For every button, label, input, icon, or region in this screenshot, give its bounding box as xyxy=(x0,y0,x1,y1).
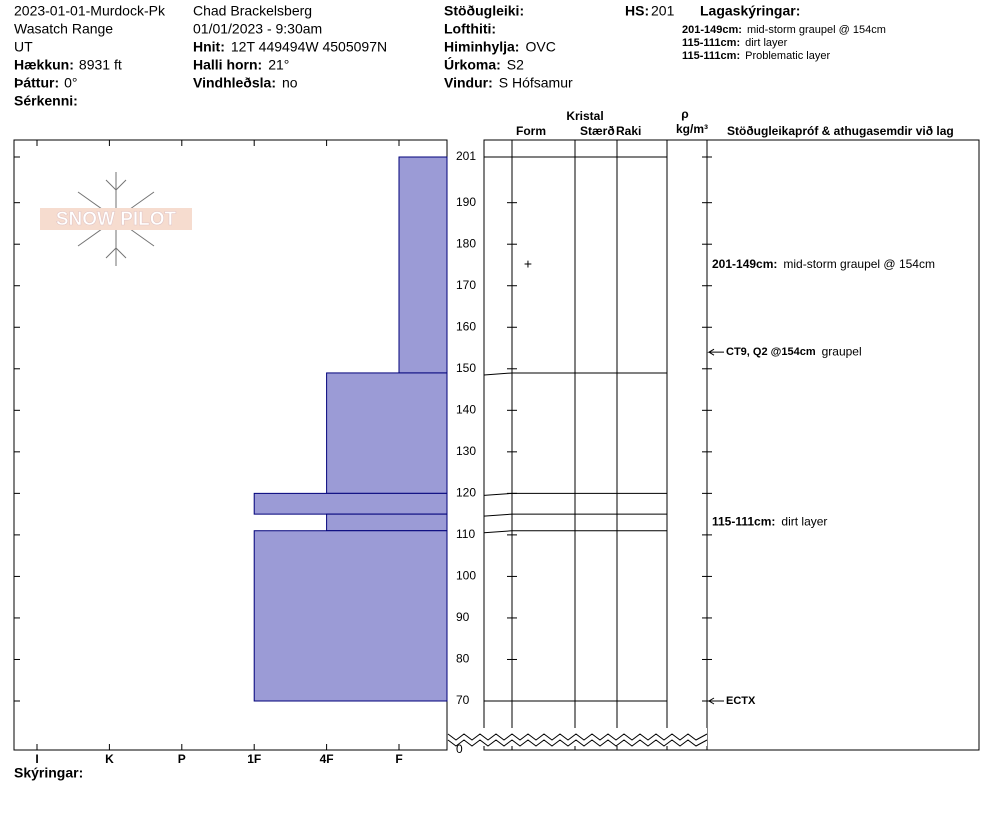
test-arrow xyxy=(707,348,724,356)
field-value: 8931 ft xyxy=(79,57,122,73)
y-tick-label: 70 xyxy=(456,693,470,707)
field-value: 0° xyxy=(64,75,77,91)
field-value: S Hófsamur xyxy=(499,75,573,91)
x-tick-label: I xyxy=(35,752,38,766)
comment-text: dirt layer xyxy=(781,515,827,529)
test-label: CT9, Q2 @154cm xyxy=(726,346,816,358)
hardness-layer xyxy=(326,372,448,494)
legend-text: mid-storm graupel @ 154cm xyxy=(747,24,886,36)
axis-break xyxy=(447,733,708,741)
column-header: Stærð xyxy=(580,124,615,138)
field-label: Hnit: xyxy=(193,39,225,55)
y-tick-label: 100 xyxy=(456,569,476,583)
comment-range: 115-111cm: xyxy=(712,515,775,529)
hardness-layer xyxy=(253,530,448,702)
comment-text: mid-storm graupel @ 154cm xyxy=(783,257,935,271)
x-tick-label: F xyxy=(395,752,402,766)
layer-connector xyxy=(483,492,513,496)
column-header: Raki xyxy=(616,124,641,138)
layer-connector xyxy=(483,372,513,376)
hs-label: HS: xyxy=(625,3,649,19)
observer: Chad Brackelsberg xyxy=(193,3,312,19)
legend-range: 115-111cm: xyxy=(682,37,740,49)
layer-connector xyxy=(483,513,513,517)
field-label: Sérkenni: xyxy=(14,93,78,109)
legend-text: dirt layer xyxy=(745,37,788,49)
y-tick-label: 201 xyxy=(456,149,476,163)
hs-value: 201 xyxy=(651,3,675,19)
y-tick-label: 180 xyxy=(456,236,476,250)
footer-label: Skýringar: xyxy=(14,765,83,781)
hardness-layer xyxy=(253,492,448,515)
y-tick-label: 160 xyxy=(456,319,476,333)
y-tick-label: 170 xyxy=(456,278,476,292)
field-label: Vindur: xyxy=(444,75,493,91)
legend-range: 201-149cm: xyxy=(682,24,742,36)
test-arrow xyxy=(707,697,724,705)
column-header: ρ xyxy=(681,107,688,121)
y-tick-label: 0 xyxy=(456,742,463,756)
legend-title: Lagaskýringar: xyxy=(700,3,800,19)
y-tick-label: 130 xyxy=(456,444,476,458)
x-tick-label: K xyxy=(105,752,114,766)
field-label: Vindhleðsla: xyxy=(193,75,276,91)
y-tick-label: 90 xyxy=(456,610,470,624)
column-header: kg/m³ xyxy=(676,122,708,136)
field-label: Halli horn: xyxy=(193,57,262,73)
field-value: no xyxy=(282,75,298,91)
test-text: graupel xyxy=(822,344,862,358)
field-value: OVC xyxy=(525,39,555,55)
axis-break xyxy=(447,739,708,747)
column-header: Form xyxy=(516,124,546,138)
x-tick-label: P xyxy=(178,752,186,766)
site-name: 2023-01-01-Murdock-Pk xyxy=(14,3,166,19)
legend-range: 115-111cm: xyxy=(682,50,740,62)
field-label: Þáttur: xyxy=(14,75,59,91)
field-label: Stöðugleiki: xyxy=(444,3,524,19)
y-tick-label: 80 xyxy=(456,652,470,666)
hardness-layer xyxy=(398,156,448,374)
logo: SNOW PILOT xyxy=(40,172,192,266)
datetime: 01/01/2023 - 9:30am xyxy=(193,21,322,37)
legend-text: Problematic layer xyxy=(745,50,830,62)
detail-frame xyxy=(483,139,980,751)
y-tick-label: 120 xyxy=(456,486,476,500)
logo-text: SNOW PILOT xyxy=(56,209,177,230)
range-name: Wasatch Range xyxy=(14,21,113,37)
x-tick-label: 4F xyxy=(320,752,334,766)
state-name: UT xyxy=(14,39,33,55)
hardness-layer xyxy=(326,513,448,532)
y-tick-label: 110 xyxy=(456,527,475,541)
test-label: ECTX xyxy=(726,695,756,707)
y-tick-label: 150 xyxy=(456,361,476,375)
crystal-symbol: + xyxy=(524,256,532,272)
layer-connector xyxy=(483,530,513,534)
column-header: Stöðugleikapróf & athugasemdir við lag xyxy=(727,124,954,138)
field-value: S2 xyxy=(507,57,524,73)
y-tick-label: 190 xyxy=(456,195,476,209)
field-label: Lofthiti: xyxy=(444,21,496,37)
field-label: Hækkun: xyxy=(14,57,74,73)
x-tick-label: 1F xyxy=(247,752,261,766)
column-header: Kristal xyxy=(566,109,603,123)
field-label: Úrkoma: xyxy=(444,56,501,73)
field-label: Himinhylja: xyxy=(444,39,519,55)
y-tick-label: 140 xyxy=(456,402,476,416)
field-value: 21° xyxy=(268,57,289,73)
field-value: 12T 449494W 4505097N xyxy=(231,39,387,55)
comment-range: 201-149cm: xyxy=(712,257,777,271)
